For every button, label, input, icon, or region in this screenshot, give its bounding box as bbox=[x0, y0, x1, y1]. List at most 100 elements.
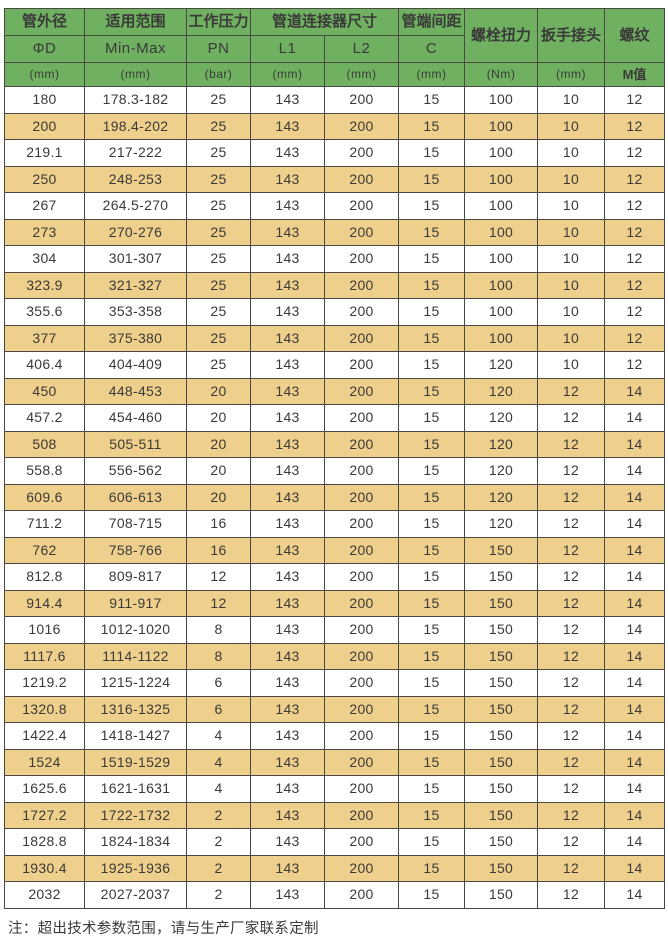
cell-l1: 143 bbox=[250, 616, 325, 644]
table-row: 457.2 454-460 20 143 200 15 120 12 14 bbox=[4, 404, 666, 432]
cell-torque: 120 bbox=[464, 483, 539, 511]
table-body: 180 178.3-182 25 143 200 15 100 10 12 200 198.4-20… bbox=[4, 86, 666, 909]
cell-pn: 25 bbox=[186, 324, 251, 352]
spec-sheet-page: 管外径 适用范围 工作压力 管道连接器尺寸 管端间距 螺栓扭力 扳手接头 螺纹 … bbox=[4, 8, 666, 937]
cell-range: 758-766 bbox=[84, 536, 187, 564]
cell-wrench: 10 bbox=[537, 165, 606, 193]
cell-l1: 143 bbox=[250, 112, 325, 140]
header-symbol-l1: L1 bbox=[250, 35, 325, 63]
header-row-symbols: ΦD Min-Max PN L1 L2 C bbox=[4, 35, 665, 63]
cell-gap: 15 bbox=[398, 563, 466, 591]
cell-torque: 100 bbox=[464, 324, 539, 352]
cell-pn: 8 bbox=[186, 642, 251, 670]
cell-l1: 143 bbox=[250, 722, 325, 750]
cell-wrench: 10 bbox=[537, 245, 606, 273]
cell-gap: 15 bbox=[398, 775, 466, 803]
cell-range: 1519-1529 bbox=[84, 748, 187, 776]
table-row: 377 375-380 25 143 200 15 100 10 12 bbox=[4, 324, 666, 352]
header-applicable-range: 适用范围 bbox=[84, 8, 187, 36]
cell-gap: 15 bbox=[398, 351, 466, 379]
cell-range: 556-562 bbox=[84, 457, 187, 485]
cell-od: 508 bbox=[4, 430, 85, 458]
cell-pn: 20 bbox=[186, 404, 251, 432]
cell-thread: 12 bbox=[604, 112, 666, 140]
cell-l1: 143 bbox=[250, 430, 325, 458]
cell-pn: 2 bbox=[186, 828, 251, 856]
cell-pn: 4 bbox=[186, 748, 251, 776]
cell-l1: 143 bbox=[250, 828, 325, 856]
cell-wrench: 12 bbox=[537, 775, 606, 803]
cell-pn: 25 bbox=[186, 351, 251, 379]
cell-pn: 2 bbox=[186, 854, 251, 882]
header-unit-range: (mm) bbox=[84, 62, 187, 87]
header-unit-pn: (bar) bbox=[186, 62, 251, 87]
cell-torque: 150 bbox=[464, 642, 539, 670]
cell-l2: 200 bbox=[323, 139, 400, 167]
cell-gap: 15 bbox=[398, 536, 466, 564]
header-unit-torque: (Nm) bbox=[464, 62, 539, 87]
table-row: 1727.2 1722-1732 2 143 200 15 150 12 14 bbox=[4, 801, 666, 829]
cell-l2: 200 bbox=[323, 483, 400, 511]
cell-l1: 143 bbox=[250, 854, 325, 882]
cell-torque: 150 bbox=[464, 722, 539, 750]
cell-torque: 150 bbox=[464, 775, 539, 803]
cell-l1: 143 bbox=[250, 801, 325, 829]
cell-l1: 143 bbox=[250, 377, 325, 405]
table-row: 1320.8 1316-1325 6 143 200 15 150 12 14 bbox=[4, 695, 666, 723]
table-header: 管外径 适用范围 工作压力 管道连接器尺寸 管端间距 螺栓扭力 扳手接头 螺纹 … bbox=[4, 8, 666, 87]
cell-torque: 150 bbox=[464, 854, 539, 882]
cell-range: 301-307 bbox=[84, 245, 187, 273]
cell-wrench: 12 bbox=[537, 616, 606, 644]
cell-l2: 200 bbox=[323, 669, 400, 697]
cell-l2: 200 bbox=[323, 775, 400, 803]
cell-gap: 15 bbox=[398, 271, 466, 299]
cell-l2: 200 bbox=[323, 722, 400, 750]
cell-torque: 150 bbox=[464, 828, 539, 856]
header-unit-wrench: (mm) bbox=[537, 62, 606, 87]
cell-range: 505-511 bbox=[84, 430, 187, 458]
cell-l1: 143 bbox=[250, 669, 325, 697]
cell-l2: 200 bbox=[323, 642, 400, 670]
cell-thread: 14 bbox=[604, 854, 666, 882]
table-row: 200 198.4-202 25 143 200 15 100 10 12 bbox=[4, 112, 666, 140]
cell-range: 1824-1834 bbox=[84, 828, 187, 856]
cell-l1: 143 bbox=[250, 271, 325, 299]
cell-l2: 200 bbox=[323, 854, 400, 882]
table-row: 323.9 321-327 25 143 200 15 100 10 12 bbox=[4, 271, 666, 299]
cell-pn: 25 bbox=[186, 218, 251, 246]
cell-thread: 14 bbox=[604, 828, 666, 856]
cell-torque: 100 bbox=[464, 245, 539, 273]
cell-l2: 200 bbox=[323, 563, 400, 591]
cell-gap: 15 bbox=[398, 404, 466, 432]
cell-l2: 200 bbox=[323, 192, 400, 220]
cell-gap: 15 bbox=[398, 298, 466, 326]
cell-l2: 200 bbox=[323, 748, 400, 776]
cell-range: 454-460 bbox=[84, 404, 187, 432]
table-row: 1524 1519-1529 4 143 200 15 150 12 14 bbox=[4, 748, 666, 776]
cell-gap: 15 bbox=[398, 854, 466, 882]
cell-gap: 15 bbox=[398, 192, 466, 220]
cell-thread: 14 bbox=[604, 457, 666, 485]
cell-thread: 12 bbox=[604, 192, 666, 220]
header-unit-od: (mm) bbox=[4, 62, 85, 87]
cell-thread: 14 bbox=[604, 801, 666, 829]
cell-gap: 15 bbox=[398, 139, 466, 167]
cell-gap: 15 bbox=[398, 589, 466, 617]
cell-l2: 200 bbox=[323, 616, 400, 644]
cell-thread: 14 bbox=[604, 722, 666, 750]
cell-wrench: 12 bbox=[537, 828, 606, 856]
cell-wrench: 10 bbox=[537, 298, 606, 326]
cell-gap: 15 bbox=[398, 457, 466, 485]
cell-pn: 20 bbox=[186, 430, 251, 458]
cell-wrench: 10 bbox=[537, 86, 606, 114]
cell-pn: 4 bbox=[186, 775, 251, 803]
cell-l1: 143 bbox=[250, 589, 325, 617]
cell-l1: 143 bbox=[250, 536, 325, 564]
cell-thread: 14 bbox=[604, 563, 666, 591]
cell-l1: 143 bbox=[250, 351, 325, 379]
cell-od: 1828.8 bbox=[4, 828, 85, 856]
cell-l2: 200 bbox=[323, 377, 400, 405]
cell-od: 267 bbox=[4, 192, 85, 220]
cell-wrench: 12 bbox=[537, 510, 606, 538]
cell-od: 457.2 bbox=[4, 404, 85, 432]
